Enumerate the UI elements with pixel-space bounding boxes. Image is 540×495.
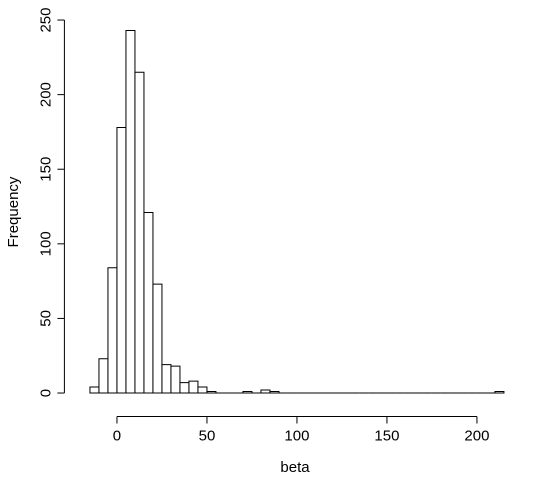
bar <box>260 389 271 394</box>
y-tick-label: 0 <box>37 389 54 397</box>
x-tick-label: 200 <box>464 428 489 445</box>
bar <box>89 386 100 394</box>
bar <box>269 391 280 394</box>
bar <box>161 364 172 394</box>
y-tick-label: 200 <box>37 82 54 107</box>
x-tick-label: 50 <box>199 428 216 445</box>
bar <box>242 391 253 394</box>
bar <box>125 29 136 394</box>
y-tick-label: 50 <box>37 310 54 327</box>
y-tick-label: 150 <box>37 157 54 182</box>
bar <box>98 358 109 394</box>
bar <box>116 126 127 394</box>
bar <box>107 267 118 394</box>
y-axis-label: Frequency <box>5 176 22 247</box>
bar <box>206 391 217 394</box>
y-tick-label: 250 <box>37 8 54 33</box>
bar <box>134 71 145 394</box>
bar <box>494 391 505 394</box>
y-tick-label: 100 <box>37 231 54 256</box>
bar <box>197 386 208 394</box>
bar <box>188 380 199 394</box>
bar <box>152 283 163 394</box>
x-tick-label: 100 <box>284 428 309 445</box>
bar <box>179 382 190 394</box>
bar <box>170 365 181 394</box>
x-axis-label: beta <box>280 459 310 476</box>
x-tick-label: 0 <box>113 428 121 445</box>
bar <box>143 211 154 394</box>
x-tick-label: 150 <box>374 428 399 445</box>
